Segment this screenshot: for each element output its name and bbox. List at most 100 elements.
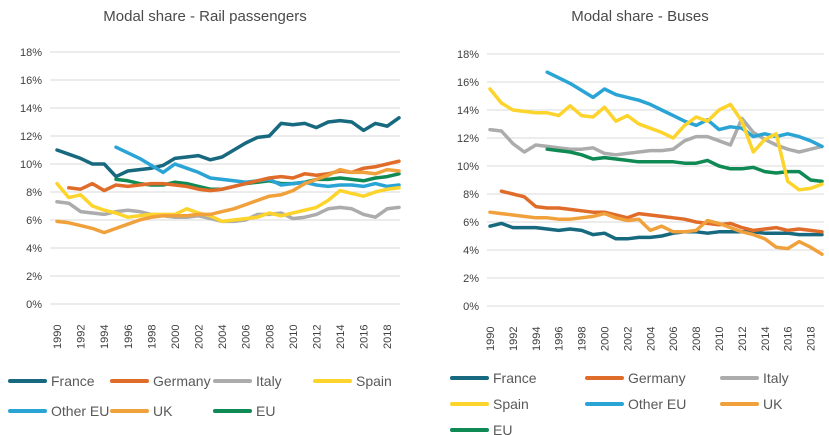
- x-tick-label: 2018: [806, 327, 818, 351]
- legend-swatch-spain: [313, 379, 352, 383]
- legend-item-eu: EU: [213, 396, 313, 426]
- y-tick-label: 10%: [457, 161, 479, 173]
- y-tick-label: 2%: [463, 273, 479, 285]
- legend-label: Germany: [153, 373, 211, 389]
- legend-swatch-eu: [450, 428, 489, 432]
- x-tick-label: 2010: [288, 325, 300, 349]
- x-tick-label: 2014: [335, 325, 347, 349]
- rail-passengers-plot: 0% 2% 4% 6% 8% 10% 12% 14% 16% 18% 1990 1992 1994 199…: [20, 47, 401, 349]
- x-tick-label: 2000: [599, 327, 611, 351]
- series-line-uk: [488, 210, 824, 256]
- x-tick-label: 2010: [714, 327, 726, 351]
- x-tick-label: 1998: [146, 325, 158, 349]
- legend-item-france: France: [8, 366, 110, 396]
- series-line-uk: [55, 167, 401, 235]
- y-tick-label: 0%: [463, 301, 479, 313]
- x-tick-label: 1994: [99, 325, 111, 349]
- legend-swatch-spain: [450, 402, 489, 406]
- y-tick-label: 16%: [20, 75, 42, 87]
- legend-label: Spain: [493, 396, 529, 412]
- legend-label: UK: [763, 396, 783, 412]
- y-tick-label: 8%: [26, 187, 42, 199]
- x-tick-label: 2006: [241, 325, 253, 349]
- legend-item-uk: UK: [720, 391, 829, 417]
- legend-label: Other EU: [51, 403, 110, 419]
- series-line-france: [488, 221, 824, 241]
- legend-label: EU: [256, 403, 276, 419]
- y-tick-label: 18%: [20, 47, 42, 59]
- y-tick-label: 6%: [26, 215, 42, 227]
- x-tick-label: 2014: [760, 327, 772, 351]
- legend-label: Spain: [356, 373, 392, 389]
- legend-label: France: [493, 370, 537, 386]
- x-tick-label: 2018: [382, 325, 394, 349]
- legend-item-germany: Germany: [110, 366, 213, 396]
- rail-passengers-legend: France Germany Italy Spain Other EU UK EU: [8, 366, 413, 426]
- series-line-spain: [55, 181, 401, 224]
- legend-item-spain: Spain: [450, 391, 585, 417]
- x-tick-label: 1996: [123, 325, 135, 349]
- buses-legend: France Germany Italy Spain Other EU UK EU: [450, 365, 829, 435]
- legend-swatch-germany: [110, 379, 149, 383]
- series-line-other-eu: [545, 70, 824, 149]
- x-tick-label: 1994: [531, 327, 543, 351]
- x-tick-label: 2008: [264, 325, 276, 349]
- x-tick-label: 1998: [577, 327, 589, 351]
- y-tick-label: 8%: [463, 189, 479, 201]
- x-tick-label: 2004: [645, 327, 657, 351]
- legend-label: Italy: [763, 370, 789, 386]
- x-tick-label: 1990: [52, 325, 64, 349]
- x-tick-label: 2002: [194, 325, 206, 349]
- legend-item-italy: Italy: [720, 365, 829, 391]
- legend-swatch-italy: [213, 379, 252, 383]
- legend-item-italy: Italy: [213, 366, 313, 396]
- legend-swatch-other-eu: [8, 409, 47, 413]
- legend-item-uk: UK: [110, 396, 213, 426]
- x-tick-label: 2012: [737, 327, 749, 351]
- rail-passengers-chart: Modal share - Rail passengers 0% 2% 4% 6% 8%…: [0, 0, 410, 435]
- x-tick-label: 2004: [217, 325, 229, 349]
- legend-label: Other EU: [628, 396, 687, 412]
- legend-swatch-germany: [585, 376, 624, 380]
- legend-label: EU: [493, 422, 513, 435]
- x-tick-label: 2016: [359, 325, 371, 349]
- legend-item-eu: EU: [450, 417, 585, 435]
- y-tick-label: 10%: [20, 159, 42, 171]
- buses-plot: 0% 2% 4% 6% 8% 10% 12% 14% 16% 18% 1990 1992 1994 199…: [457, 49, 824, 351]
- y-tick-label: 6%: [463, 217, 479, 229]
- x-tick-label: 1996: [554, 327, 566, 351]
- y-tick-label: 14%: [20, 103, 42, 115]
- legend-swatch-other-eu: [585, 402, 624, 406]
- x-tick-label: 2000: [170, 325, 182, 349]
- legend-label: UK: [153, 403, 173, 419]
- legend-swatch-uk: [720, 402, 759, 406]
- legend-swatch-france: [450, 376, 489, 380]
- legend-item-other-eu: Other EU: [8, 396, 110, 426]
- legend-swatch-italy: [720, 376, 759, 380]
- legend-item-other-eu: Other EU: [585, 391, 720, 417]
- legend-item-spain: Spain: [313, 366, 413, 396]
- legend-swatch-france: [8, 379, 47, 383]
- y-tick-label: 4%: [463, 245, 479, 257]
- x-tick-label: 2008: [691, 327, 703, 351]
- legend-item-germany: Germany: [585, 365, 720, 391]
- legend-item-france: France: [450, 365, 585, 391]
- legend-label: France: [51, 373, 95, 389]
- legend-label: Italy: [256, 373, 282, 389]
- series-line-spain: [488, 87, 824, 192]
- y-tick-label: 14%: [457, 105, 479, 117]
- legend-swatch-eu: [213, 409, 252, 413]
- y-tick-label: 12%: [457, 133, 479, 145]
- y-tick-label: 0%: [26, 299, 42, 311]
- chart-title: Modal share - Rail passengers: [103, 8, 307, 25]
- y-tick-label: 16%: [457, 77, 479, 89]
- legend-swatch-uk: [110, 409, 149, 413]
- y-tick-label: 4%: [26, 243, 42, 255]
- series-line-eu: [545, 147, 824, 184]
- x-tick-label: 1992: [76, 325, 88, 349]
- x-tick-label: 2016: [783, 327, 795, 351]
- x-tick-label: 2006: [668, 327, 680, 351]
- legend-label: Germany: [628, 370, 686, 386]
- buses-chart: Modal share - Buses 0% 2% 4% 6% 8% 10% 12% 14% 1…: [415, 0, 829, 435]
- series-line-france: [55, 116, 401, 179]
